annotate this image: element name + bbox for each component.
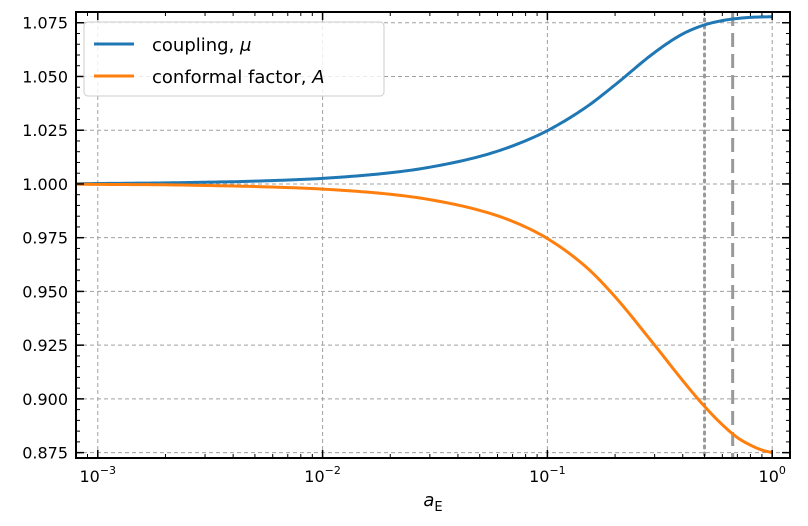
legend-label-coupling-text: coupling,: [152, 35, 240, 56]
x-tick-label-exponent: 0: [779, 464, 786, 477]
x-tick-label-exponent: −1: [549, 464, 565, 477]
series-line-coupling: [75, 15, 773, 186]
series-line-conformal-factor: [75, 182, 773, 455]
legend-label-conformal-factor-text: conformal factor,: [152, 67, 312, 88]
legend-label-conformal-factor: conformal factor, A: [152, 67, 325, 88]
x-axis-label-base: a: [423, 490, 434, 511]
x-tick-label: 100: [759, 464, 786, 486]
y-tick-label: 0.875: [22, 444, 68, 463]
y-tick-label: 0.975: [22, 229, 68, 248]
axis-ticks: [75, 11, 790, 458]
legend-box: [83, 21, 385, 97]
plot-frame: [75, 11, 791, 459]
x-tick-label-exponent: −2: [325, 464, 341, 477]
x-tick-label: 10−3: [79, 464, 116, 486]
x-tick-label-exponent: −3: [100, 464, 116, 477]
series-lines: [75, 15, 773, 455]
y-tick-label: 1.050: [22, 67, 68, 86]
legend-label-coupling-symbol: μ: [239, 35, 251, 56]
x-tick-label: 10−2: [304, 464, 341, 486]
x-tick-label-base: 10: [79, 467, 99, 486]
y-tick-label: 0.925: [22, 336, 68, 355]
x-tick-label-base: 10: [529, 467, 549, 486]
x-axis-label: aE: [423, 490, 442, 515]
y-tick-label: 0.950: [22, 282, 68, 301]
legend: coupling, μ conformal factor, A: [83, 21, 385, 97]
legend-label-coupling: coupling, μ: [152, 35, 251, 56]
y-tick-labels: 0.875 0.900 0.925 0.950 0.975 1.000 1.025 1.050…: [22, 14, 68, 463]
y-tick-label: 0.900: [22, 390, 68, 409]
y-tick-label: 1.025: [22, 121, 68, 140]
reference-lines: [703, 10, 735, 460]
x-axis-label-subscript: E: [434, 500, 442, 515]
x-tick-labels: 10−3 10−2 10−1 100: [79, 464, 785, 486]
x-tick-label-base: 10: [759, 467, 779, 486]
legend-label-conformal-factor-symbol: A: [311, 67, 324, 88]
x-tick-label-base: 10: [304, 467, 324, 486]
y-tick-label: 1.000: [22, 175, 68, 194]
y-tick-label: 1.075: [22, 14, 68, 33]
x-tick-label: 10−1: [529, 464, 566, 486]
